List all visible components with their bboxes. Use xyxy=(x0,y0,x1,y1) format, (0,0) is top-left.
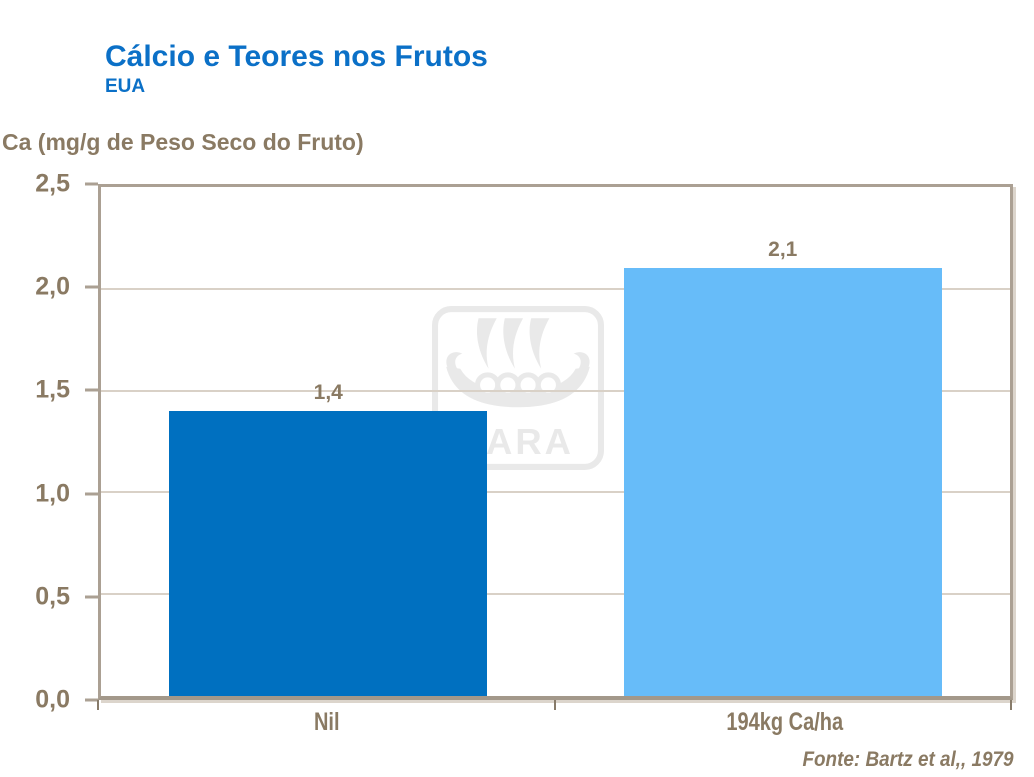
bar-2 xyxy=(623,268,942,696)
x-axis-tick xyxy=(553,700,556,710)
y-tick-mark xyxy=(85,698,98,702)
y-tick-label: 1,0 xyxy=(35,479,70,508)
bar-slot: 1,4 xyxy=(101,187,556,696)
viking-ship-sails-icon xyxy=(476,318,550,369)
x-axis-tick xyxy=(1010,700,1012,710)
y-axis-label: Ca (mg/g de Peso Seco do Fruto) xyxy=(2,129,364,155)
plot-area: YARA 1,4 2,1 xyxy=(98,184,1013,700)
gridline xyxy=(101,287,1010,290)
y-tick-mark xyxy=(85,492,98,496)
y-tick-label: 1,5 xyxy=(35,375,70,404)
watermark-frame xyxy=(432,306,604,470)
y-tick-label: 0,5 xyxy=(35,582,70,611)
bar-series: 1,4 2,1 xyxy=(101,187,1010,696)
y-tick-label: 2,5 xyxy=(35,169,70,198)
y-tick-mark xyxy=(85,388,98,392)
bar-value-label: 2,1 xyxy=(768,238,798,262)
x-axis-tick xyxy=(97,700,99,710)
gridline xyxy=(101,491,1010,494)
chart-subtitle: EUA xyxy=(105,76,146,97)
bar-value-label: 1,4 xyxy=(313,380,343,404)
y-tick-mark xyxy=(85,182,98,186)
x-category-label: Nil xyxy=(313,708,340,736)
bar-1 xyxy=(169,410,488,696)
viking-ship-hull-icon xyxy=(446,352,590,408)
y-tick-mark xyxy=(85,595,98,599)
source-citation: Fonte: Bartz et al,, 1979 xyxy=(802,748,1014,771)
y-tick-label: 0,0 xyxy=(35,685,70,714)
x-category-label: 194kg Ca/ha xyxy=(725,708,843,736)
y-axis: 0,0 0,5 1,0 1,5 2,0 2,5 xyxy=(0,170,98,714)
x-axis-labels: Nil 194kg Ca/ha xyxy=(98,708,1013,737)
gridline xyxy=(101,389,1010,392)
bar-slot: 2,1 xyxy=(556,187,1011,696)
y-tick-mark xyxy=(85,285,98,289)
y-tick-label: 2,0 xyxy=(35,272,70,301)
gridline xyxy=(101,593,1010,596)
chart-title: Cálcio e Teores nos Frutos xyxy=(105,40,488,73)
